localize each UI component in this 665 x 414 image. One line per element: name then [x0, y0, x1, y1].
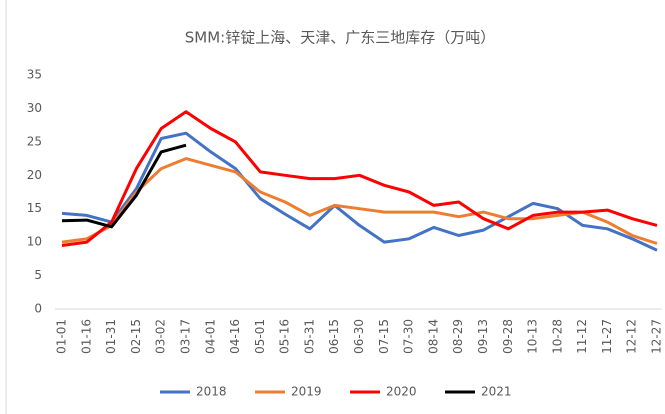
legend-label: 2021 [481, 385, 512, 399]
x-tick-label: 03-17 [178, 319, 192, 354]
series-line [61, 143, 187, 229]
x-tick-label: 09-28 [501, 319, 515, 354]
x-tick-label: 11-12 [575, 319, 589, 354]
chart-title: SMM:锌锭上海、天津、广东三地库存（万吨） [185, 29, 495, 47]
x-tick-label: 04-01 [203, 319, 217, 354]
x-tick-label: 01-31 [104, 319, 118, 354]
x-tick-label: 05-16 [278, 319, 292, 354]
y-tick-label: 15 [27, 201, 42, 215]
y-tick-label: 5 [34, 268, 42, 282]
x-tick-label: 07-15 [377, 319, 391, 354]
x-tick-label: 01-16 [79, 319, 93, 354]
x-tick-label: 03-02 [154, 319, 168, 354]
x-tick-label: 04-16 [228, 319, 242, 354]
x-tick-label: 05-31 [302, 319, 316, 354]
x-tick-label: 02-15 [129, 319, 143, 354]
x-tick-label: 08-14 [426, 319, 440, 354]
series-line [61, 110, 658, 247]
legend-label: 2018 [196, 385, 227, 399]
y-tick-label: 10 [27, 235, 42, 249]
y-tick-label: 20 [27, 168, 42, 182]
x-tick-label: 09-13 [476, 319, 490, 354]
x-tick-label: 12-12 [625, 319, 639, 354]
y-tick-label: 0 [34, 302, 42, 316]
x-tick-label: 06-30 [352, 319, 366, 354]
legend-label: 2019 [291, 385, 322, 399]
x-tick-label: 01-01 [55, 319, 69, 354]
x-tick-label: 12-27 [650, 319, 664, 354]
x-tick-label: 06-15 [327, 319, 341, 354]
y-tick-label: 25 [27, 134, 42, 148]
series-line [61, 157, 658, 245]
series-line [61, 131, 658, 252]
legend-label: 2020 [386, 385, 417, 399]
x-tick-label: 11-27 [600, 319, 614, 354]
x-tick-label: 10-13 [526, 319, 540, 354]
x-tick-label: 07-30 [402, 319, 416, 354]
y-tick-label: 35 [27, 68, 42, 82]
x-tick-label: 10-28 [550, 319, 564, 354]
x-tick-label: 05-01 [253, 319, 267, 354]
x-tick-label: 08-29 [451, 319, 465, 354]
y-tick-label: 30 [27, 101, 42, 115]
